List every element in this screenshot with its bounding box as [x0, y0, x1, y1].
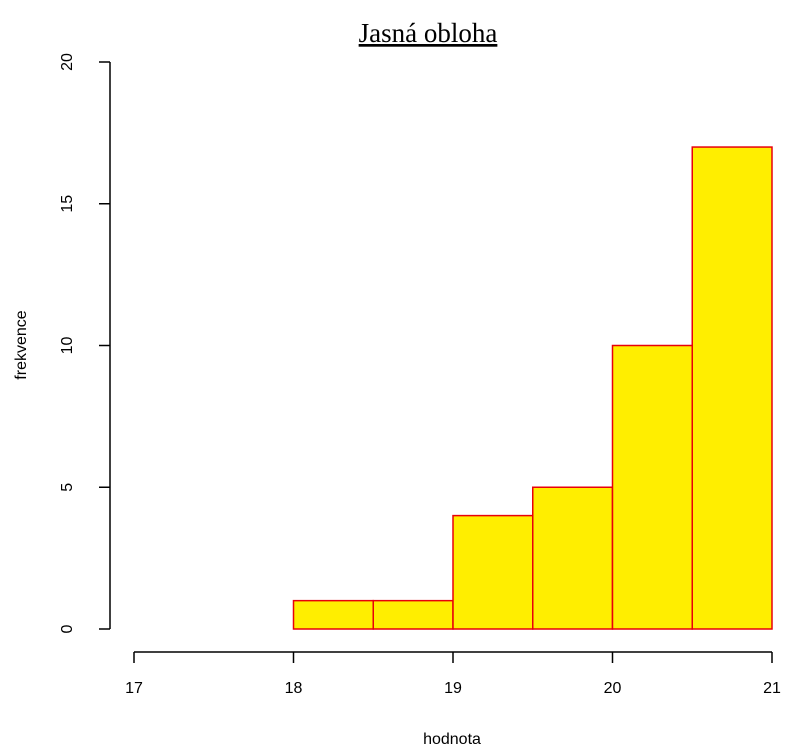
bars-group	[292, 146, 773, 630]
y-tick-label: 0	[59, 624, 76, 633]
histogram-bar	[452, 514, 534, 630]
x-tick-label: 20	[604, 680, 622, 697]
y-tick-label: 5	[59, 483, 76, 492]
y-axis: 0 5 10 15 20	[59, 53, 111, 633]
chart-title: Jasná obloha	[359, 18, 498, 48]
y-tick-label: 10	[59, 337, 76, 355]
x-tick-label: 19	[444, 680, 462, 697]
histogram-bar	[372, 599, 454, 630]
histogram-bar	[611, 344, 693, 630]
histogram-bar	[691, 146, 773, 630]
y-axis-label: frekvence	[13, 310, 30, 379]
x-axis-label: hodnota	[423, 731, 481, 748]
histogram-bar	[532, 486, 614, 630]
x-tick-label: 18	[285, 680, 303, 697]
x-tick-label: 21	[763, 680, 781, 697]
histogram-bar	[292, 599, 374, 630]
y-tick-label: 20	[59, 53, 76, 71]
x-axis: 17 18 19 20 21	[125, 651, 781, 697]
y-tick-label: 15	[59, 195, 76, 213]
x-tick-label: 17	[125, 680, 143, 697]
